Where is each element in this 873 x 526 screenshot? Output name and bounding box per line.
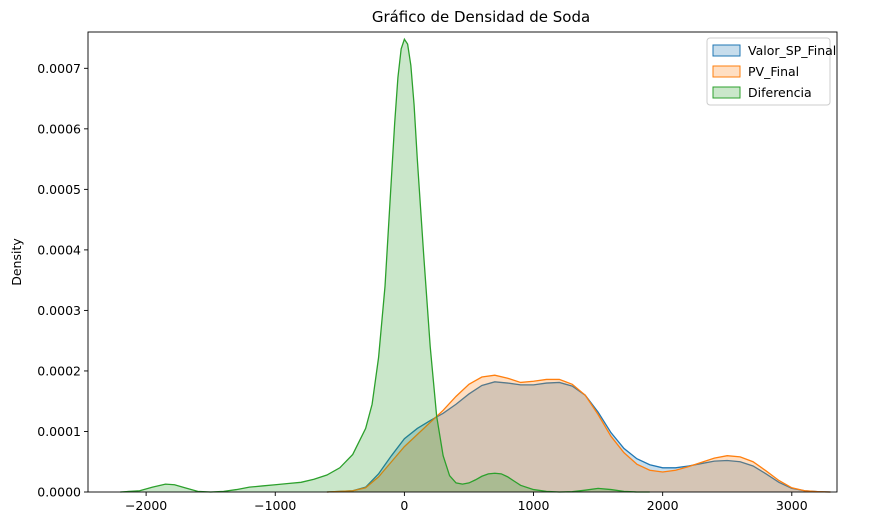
x-tick-label: 2000 bbox=[647, 498, 679, 513]
y-tick-label: 0.0000 bbox=[37, 485, 81, 500]
x-tick-label: 1000 bbox=[518, 498, 550, 513]
y-tick-label: 0.0006 bbox=[37, 121, 81, 136]
axes-layer: −2000 −1000 0 1000 2000 3000 0.0000 0.0001 0.000… bbox=[37, 31, 838, 513]
legend: Valor_SP_Final PV_Final Diferencia bbox=[706, 37, 836, 106]
legend-label: Valor_SP_Final bbox=[748, 43, 836, 58]
x-tick-label: −2000 bbox=[125, 498, 167, 513]
x-tick-label: 0 bbox=[400, 498, 408, 513]
y-tick-label: 0.0004 bbox=[37, 242, 81, 257]
legend-swatch bbox=[712, 65, 741, 78]
y-tick-label: 0.0002 bbox=[37, 363, 81, 378]
y-tick-label: 0.0001 bbox=[37, 424, 81, 439]
series-valor-sp-final-area bbox=[326, 381, 831, 492]
series-pv-final-line bbox=[326, 374, 831, 493]
series-layer bbox=[120, 37, 831, 493]
legend-swatch bbox=[712, 44, 741, 57]
series-diferencia-area bbox=[120, 39, 650, 492]
legend-label: Diferencia bbox=[748, 85, 812, 100]
y-tick-label: 0.0005 bbox=[37, 182, 81, 197]
series-diferencia-line bbox=[120, 37, 650, 493]
y-tick-label: 0.0003 bbox=[37, 303, 81, 318]
y-tick-label: 0.0007 bbox=[37, 61, 81, 76]
legend-box bbox=[706, 37, 831, 106]
legend-label: PV_Final bbox=[748, 64, 799, 79]
x-tick-label: −1000 bbox=[254, 498, 296, 513]
chart-title: Gráfico de Densidad de Soda bbox=[372, 8, 590, 26]
plot-frame bbox=[87, 31, 838, 493]
y-axis-label: Density bbox=[9, 238, 24, 286]
legend-swatch bbox=[712, 86, 741, 99]
series-pv-final-area bbox=[326, 375, 831, 492]
x-tick-label: 3000 bbox=[776, 498, 808, 513]
